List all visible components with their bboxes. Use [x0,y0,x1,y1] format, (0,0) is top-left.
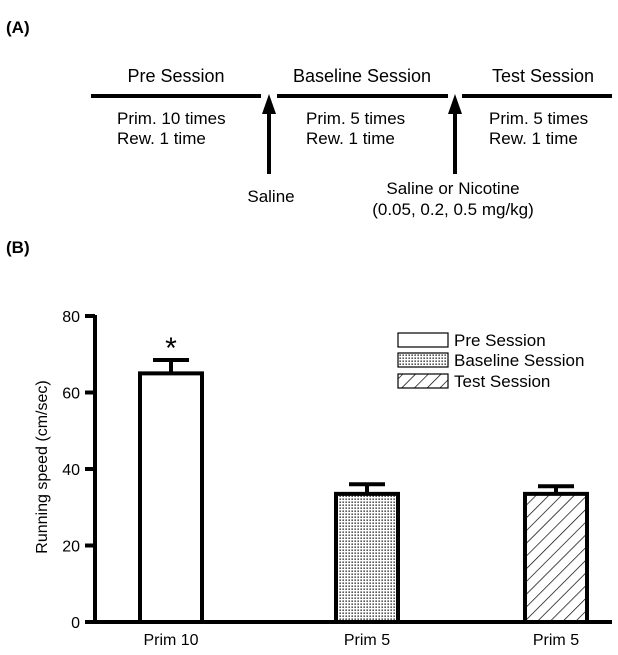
injection-nicotine-label-1: Saline or Nicotine [386,179,519,198]
legend-label-baseline-session: Baseline Session [454,351,584,370]
phase-baseline-session: Baseline Session Prim. 5 times Rew. 1 ti… [277,66,448,148]
injection-saline-label: Saline [247,187,294,206]
legend-item-test-session: Test Session [397,372,550,391]
y-tick-label: 0 [71,615,80,632]
x-tick-label: Prim 5 [344,632,390,649]
legend-item-pre-session: Pre Session [397,331,546,350]
bar [138,371,204,624]
panel-b-label: (B) [6,238,30,257]
legend-label-pre-session: Pre Session [454,331,546,350]
phase-baseline-session-title: Baseline Session [293,66,431,86]
phase-test-session-detail-2: Rew. 1 time [489,129,578,148]
y-axis-title: Running speed (cm/sec) [34,380,51,553]
chart-bars: * [138,332,589,624]
x-tick-label: Prim 10 [143,632,198,649]
bar [334,491,400,624]
injection-arrow-saline: Saline [247,94,295,206]
phase-test-session-detail-1: Prim. 5 times [489,109,588,128]
legend-swatch-open [397,332,449,348]
injection-nicotine-label-2: (0.05, 0.2, 0.5 mg/kg) [372,200,534,219]
x-tick-label: Prim 5 [533,632,579,649]
legend: Pre Session Baseline Session Test Sessio… [397,331,584,391]
panel-a: (A) Pre Session Prim. 10 times Rew. 1 ti… [6,18,612,219]
y-tick-label: 60 [62,386,80,403]
up-arrow-icon [262,94,276,114]
phase-pre-session-detail-1: Prim. 10 times [117,109,226,128]
y-tick-label: 40 [62,462,80,479]
phase-baseline-session-detail-1: Prim. 5 times [306,109,405,128]
legend-swatch-hatched [397,373,449,389]
phase-test-session-title: Test Session [492,66,594,86]
phase-test-session: Test Session Prim. 5 times Rew. 1 time [462,66,612,148]
bar [523,491,589,624]
legend-swatch-dotted [397,352,449,368]
y-tick-label: 20 [62,539,80,556]
y-tick-label: 80 [62,309,80,326]
chart-axes: Prim 10 Prim 5 Prim 5 0 20 40 60 80 [62,309,612,649]
panel-b: (B) Running speed (cm/sec) * Prim 10 Prim… [6,238,612,649]
significance-mark: * [165,332,177,365]
panel-a-label: (A) [6,18,30,37]
phase-pre-session-title: Pre Session [127,66,224,86]
phase-baseline-session-detail-2: Rew. 1 time [306,129,395,148]
legend-item-baseline-session: Baseline Session [397,351,584,370]
legend-label-test-session: Test Session [454,372,550,391]
phase-pre-session: Pre Session Prim. 10 times Rew. 1 time [91,66,261,148]
phase-pre-session-detail-2: Rew. 1 time [117,129,206,148]
injection-arrow-saline-or-nicotine: Saline or Nicotine (0.05, 0.2, 0.5 mg/kg… [372,94,534,219]
up-arrow-icon [448,94,462,114]
